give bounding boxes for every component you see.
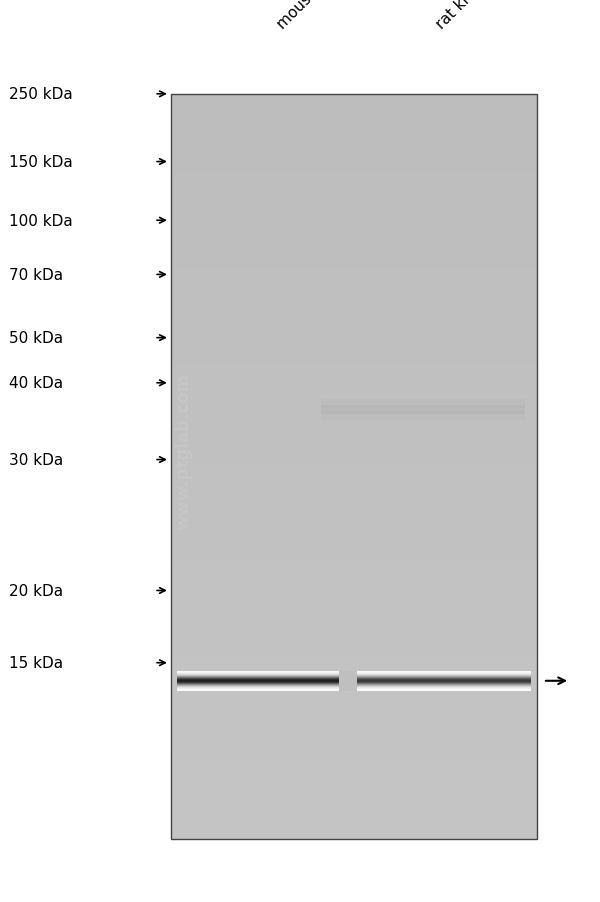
Text: 20 kDa: 20 kDa: [9, 584, 63, 598]
Text: 100 kDa: 100 kDa: [9, 214, 73, 228]
Text: mouse kidney: mouse kidney: [274, 0, 361, 32]
Bar: [171, 95, 537, 839]
Text: 50 kDa: 50 kDa: [9, 331, 63, 345]
Text: 150 kDa: 150 kDa: [9, 155, 73, 170]
Text: www.ptglab.com: www.ptglab.com: [174, 373, 192, 529]
Text: rat kidney: rat kidney: [433, 0, 499, 32]
Text: 30 kDa: 30 kDa: [9, 453, 63, 467]
Text: 250 kDa: 250 kDa: [9, 87, 73, 102]
Text: 15 kDa: 15 kDa: [9, 656, 63, 670]
Text: 70 kDa: 70 kDa: [9, 268, 63, 282]
Text: 40 kDa: 40 kDa: [9, 376, 63, 391]
